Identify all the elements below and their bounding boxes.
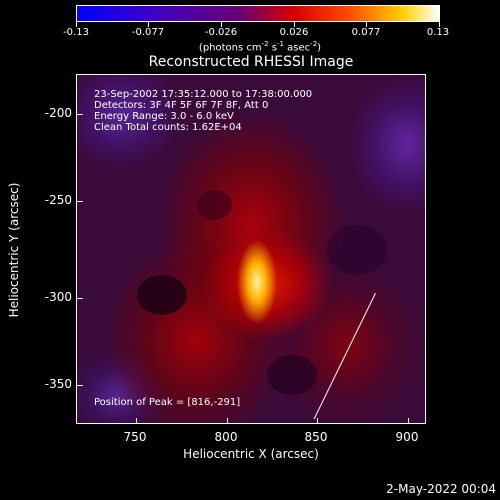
unit-exponent: -1 [277, 40, 284, 48]
y-tick-label: -300 [44, 290, 72, 304]
colorbar-tick [76, 21, 77, 27]
rhessi-image-plot: 23-Sep-2002 17:35:12.000 to 17:38:00.000… [76, 74, 426, 424]
colorbar-unit: (photons cm-2 s-1 asec-2) [170, 40, 350, 53]
x-tick-label: 750 [123, 430, 147, 444]
colorbar [76, 5, 440, 22]
y-tick [77, 385, 83, 386]
colorbar-tick [439, 21, 440, 27]
dark-patch [267, 355, 317, 395]
colorbar-label: 0.077 [351, 27, 381, 38]
x-axis-title: Heliocentric X (arcsec) [183, 447, 319, 461]
y-tick [77, 114, 83, 115]
colorbar-tick [148, 21, 149, 27]
x-tick [227, 418, 228, 423]
unit-part: (photons cm [198, 42, 262, 54]
y-tick-label: -350 [44, 377, 72, 391]
colorbar-ticks [76, 21, 440, 27]
footer-date: 2-May-2022 00:04 [386, 482, 496, 496]
dark-patch [137, 275, 187, 315]
info-detectors: Detectors: 3F 4F 5F 6F 7F 8F, Att 0 [94, 100, 269, 111]
colorbar-tick [221, 21, 222, 27]
unit-exponent: -2 [261, 40, 269, 48]
x-tick-label: 800 [214, 430, 238, 444]
solar-limb-line [313, 293, 376, 420]
colorbar-label: -0.13 [63, 27, 89, 38]
y-tick-label: -200 [44, 106, 72, 120]
x-tick [408, 418, 409, 423]
y-tick [77, 201, 83, 202]
info-time-range: 23-Sep-2002 17:35:12.000 to 17:38:00.000 [94, 89, 313, 100]
info-total-counts: Clean Total counts: 1.62E+04 [94, 122, 242, 133]
dark-patch [327, 225, 387, 275]
info-energy-range: Energy Range: 3.0 - 6.0 keV [94, 111, 234, 122]
y-axis-title: Heliocentric Y (arcsec) [7, 182, 21, 318]
x-tick [317, 418, 318, 423]
y-tick [77, 298, 83, 299]
unit-part: s [268, 42, 278, 54]
colorbar-label: 0.026 [279, 27, 309, 38]
colorbar-label: 0.13 [426, 27, 450, 38]
peak-position-label: Position of Peak = [816,-291] [94, 397, 241, 408]
colorbar-tick [366, 21, 367, 27]
x-tick-label: 900 [395, 430, 419, 444]
unit-part: ) [317, 42, 322, 54]
colorbar-label: -0.077 [131, 27, 165, 38]
x-tick [136, 418, 137, 423]
unit-exponent: -2 [310, 40, 318, 48]
colorbar-tick [294, 21, 295, 27]
y-tick-label: -250 [44, 193, 72, 207]
image-title: Reconstructed RHESSI Image [148, 54, 354, 70]
x-tick-label: 850 [304, 430, 328, 444]
unit-part: asec [284, 42, 311, 54]
colorbar-label: -0.026 [204, 27, 238, 38]
dark-patch [197, 190, 232, 220]
